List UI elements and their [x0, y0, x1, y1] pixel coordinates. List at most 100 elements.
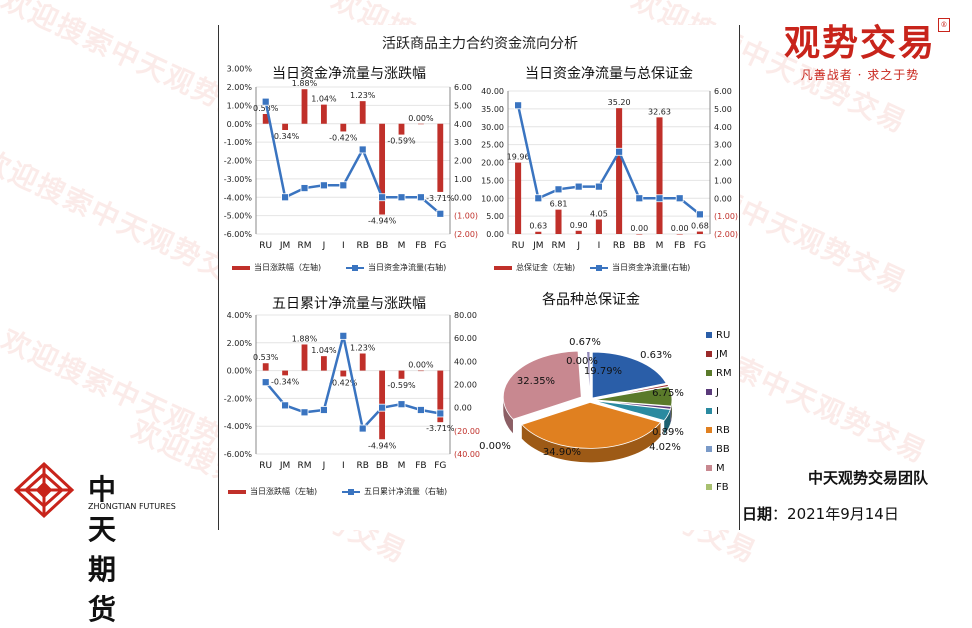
left-tick-label: 10.00 [481, 194, 504, 203]
x-tick-label: J [576, 241, 580, 251]
x-tick-label: JM [279, 461, 290, 471]
x-tick-label: RB [613, 241, 625, 251]
line-point [595, 182, 603, 191]
line-point [300, 408, 309, 417]
chart-title: 当日资金净流量与总保证金 [525, 66, 693, 82]
brand-logo: 观势交易 凡善战者 · 求之于势 ® [784, 14, 950, 83]
data-label: 32.63 [648, 107, 671, 116]
right-tick-label: 6.00 [454, 83, 472, 92]
data-label: 0.00 [630, 224, 648, 233]
bar [417, 123, 424, 125]
left-tick-label: 25.00 [481, 141, 504, 150]
pie-slice [593, 386, 673, 407]
bar [282, 370, 289, 376]
left-tick-label: -3.00% [224, 175, 253, 184]
pie-data-label: 0.00% [479, 441, 511, 452]
pie-slice-side [670, 406, 672, 424]
data-label: 35.20 [608, 98, 631, 107]
line-point [320, 406, 328, 414]
bar [301, 344, 308, 371]
line-point [378, 403, 387, 412]
line-point [339, 331, 348, 340]
data-label: 0.90 [570, 221, 588, 230]
line-point [534, 194, 543, 203]
bar [417, 370, 424, 372]
x-tick-label: BB [376, 461, 388, 471]
team-name: 中天观势交易团队 [807, 469, 928, 487]
company-name: 中天期货 [88, 473, 118, 626]
bar [398, 123, 405, 135]
x-tick-label: RU [512, 241, 525, 251]
date-label: 日期 [742, 505, 773, 523]
bar [398, 370, 405, 379]
x-tick-label: FB [415, 461, 426, 471]
data-label: -4.94% [368, 217, 397, 226]
right-tick-label: 1.00 [714, 176, 732, 185]
chart-daily-flow-vs-change: 当日资金净流量与涨跌幅 2.00% 6.00 1.00% 5.00 0.00% 4.00 -1… [224, 65, 478, 272]
line-point [574, 182, 583, 191]
right-tick-label: (2.00) [714, 230, 738, 239]
bar [575, 230, 582, 234]
pie-slice [593, 384, 670, 400]
x-tick-label: JM [279, 241, 290, 251]
left-tick-label: -6.00% [224, 450, 253, 459]
right-tick-label: 5.00 [454, 101, 472, 110]
left-tick-label: 5.00 [486, 212, 504, 221]
x-tick-label: J [322, 241, 326, 251]
data-label: 19.96 [507, 153, 530, 162]
left-tick-label: 0.00 [486, 230, 504, 239]
right-tick-label: 4.00 [714, 123, 732, 132]
bar [301, 89, 308, 124]
line-point [416, 406, 425, 414]
x-tick-label: RM [297, 241, 311, 251]
line-point [261, 378, 270, 387]
left-tick-label: 0.00% [227, 120, 253, 129]
data-label: 0.00% [408, 361, 434, 370]
left-tick-label: -6.00% [224, 230, 253, 239]
line-point [358, 424, 367, 433]
data-label: -0.59% [387, 137, 416, 146]
legend-label: BB [716, 444, 730, 455]
chart-title: 当日资金净流量与涨跌幅 [272, 66, 426, 82]
bar [379, 123, 386, 215]
x-tick-label: RU [259, 461, 272, 471]
x-tick-label: FG [434, 461, 446, 471]
right-tick-label: 2.00 [454, 157, 472, 166]
brand-slogan: 凡善战者 · 求之于势 [800, 68, 920, 82]
data-label: 1.88% [292, 79, 318, 88]
line-point [675, 194, 684, 203]
line-point [339, 181, 348, 190]
line-point [300, 184, 309, 192]
bar [616, 108, 623, 234]
x-tick-label: FG [694, 241, 706, 251]
right-tick-label: 0.00 [454, 404, 472, 413]
x-tick-label: RM [297, 461, 311, 471]
legend-swatch [706, 351, 712, 357]
bar [340, 123, 347, 132]
line-point [436, 409, 445, 418]
x-tick-label: FB [415, 241, 426, 251]
pie-slice [521, 401, 662, 449]
bar [676, 234, 683, 235]
data-label: 1.88% [292, 334, 318, 343]
data-label: -4.94% [368, 441, 397, 450]
company-name-en: ZHONGTIAN FUTURES [88, 502, 176, 511]
company-emblem-icon [13, 461, 75, 519]
pie-data-label: 34.90% [543, 447, 581, 458]
data-label: 1.23% [350, 344, 376, 353]
legend-swatch [706, 370, 712, 376]
legend-swatch-marker [596, 265, 602, 271]
legend-label: 当日资金净流量(右轴) [612, 262, 690, 272]
x-tick-label: I [342, 461, 345, 471]
right-tick-label: (1.00) [454, 212, 478, 221]
right-tick-label: 0.00 [454, 193, 472, 202]
data-label: 1.04% [311, 346, 337, 355]
data-label: 0.68 [691, 222, 709, 231]
bar [515, 162, 522, 234]
right-tick-label: 0.00 [714, 194, 732, 203]
pie-data-label: 0.89% [652, 427, 684, 438]
bar [320, 356, 327, 371]
right-tick-label: (20.00) [454, 427, 480, 436]
x-tick-label: RU [259, 241, 272, 251]
bar [437, 370, 444, 423]
